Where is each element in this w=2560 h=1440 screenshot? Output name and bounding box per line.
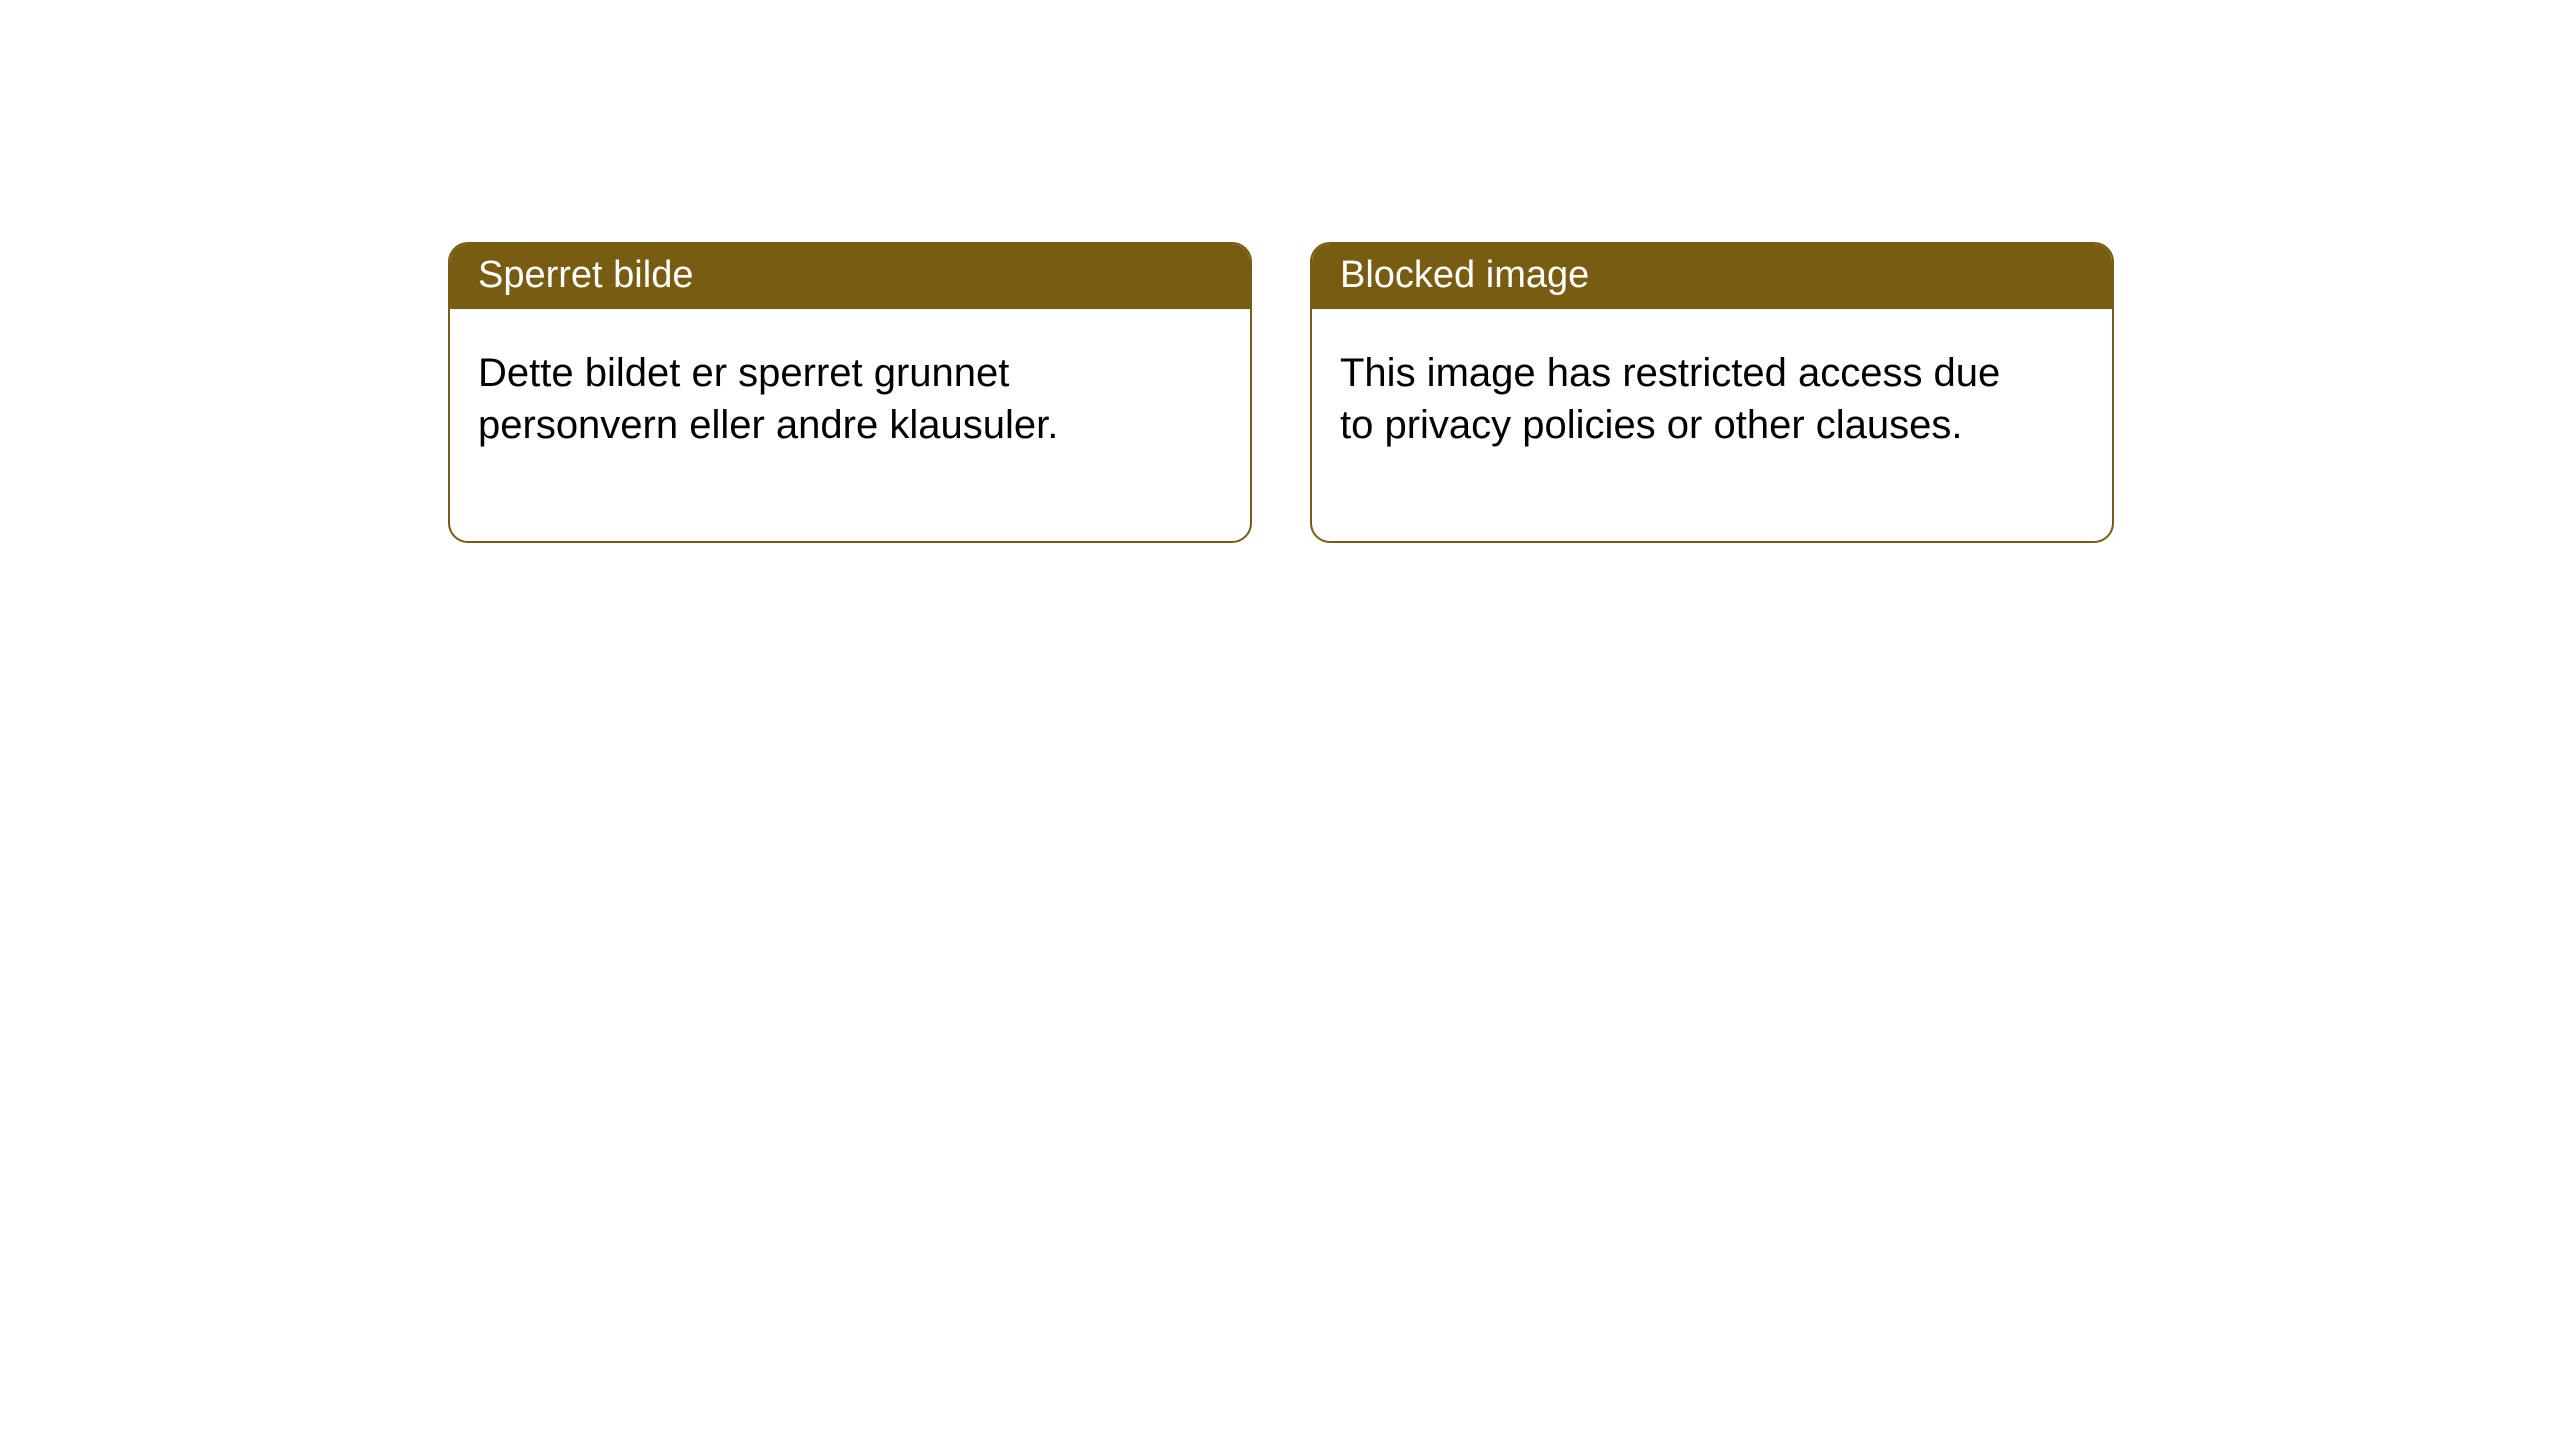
notice-body-en: This image has restricted access due to … [1312,309,2052,541]
notice-title-no: Sperret bilde [450,244,1250,309]
blocked-image-notice-no: Sperret bilde Dette bildet er sperret gr… [448,242,1252,543]
notice-body-no: Dette bildet er sperret grunnet personve… [450,309,1190,541]
notice-title-en: Blocked image [1312,244,2112,309]
blocked-image-notice-en: Blocked image This image has restricted … [1310,242,2114,543]
notice-container: Sperret bilde Dette bildet er sperret gr… [0,0,2560,543]
